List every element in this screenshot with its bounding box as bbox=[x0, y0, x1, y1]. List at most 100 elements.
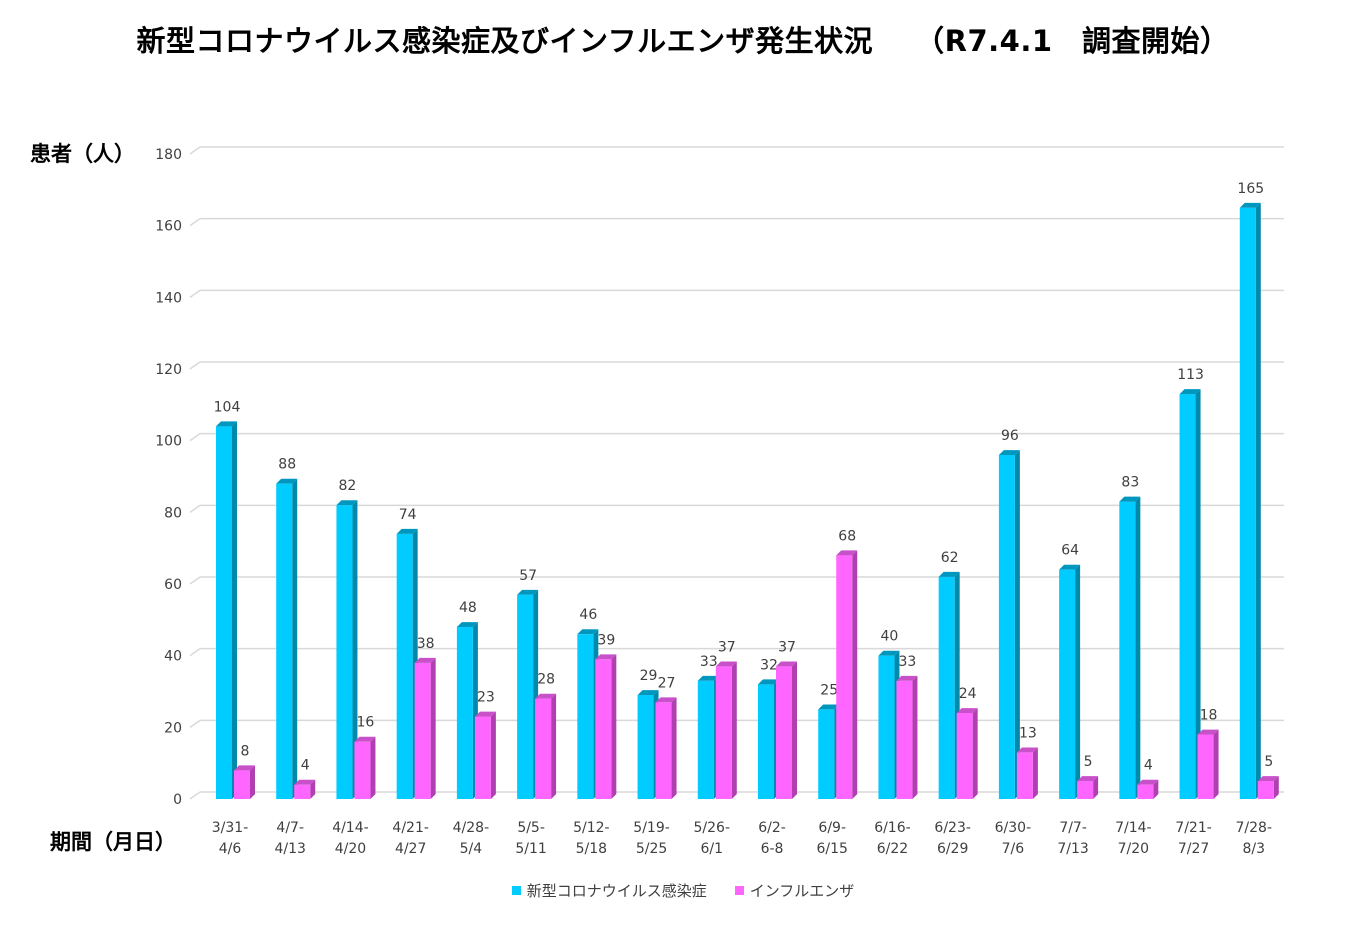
x-tick-label-line2: 4/27 bbox=[395, 841, 426, 857]
y-tick-label: 20 bbox=[164, 720, 182, 736]
bar-covid-front bbox=[216, 426, 232, 799]
bar-covid-value-label: 40 bbox=[881, 629, 899, 645]
bar-covid-front bbox=[456, 627, 473, 799]
bar-covid-front bbox=[517, 594, 534, 799]
bar-flu-side bbox=[852, 550, 858, 799]
y-tick-label: 60 bbox=[164, 577, 182, 593]
gridline-depth bbox=[189, 576, 201, 585]
bar-flu-front bbox=[1197, 734, 1214, 799]
bar-flu-top bbox=[595, 654, 617, 660]
bar-flu-value-label: 16 bbox=[357, 715, 375, 731]
bar-flu-value-label: 38 bbox=[417, 636, 435, 652]
y-axis-title: 患者（人） bbox=[30, 142, 135, 166]
bar-flu-top bbox=[474, 711, 496, 717]
bar-flu-value-label: 23 bbox=[477, 690, 495, 706]
x-tick-label-line2: 4/20 bbox=[335, 841, 366, 857]
bar-covid-value-label: 57 bbox=[519, 568, 537, 584]
bar-covid: 74 bbox=[396, 507, 418, 799]
legend-label: 新型コロナウイルス感染症 bbox=[526, 882, 707, 900]
gridline-depth bbox=[189, 719, 201, 728]
bar-covid-front bbox=[758, 684, 774, 799]
bar-covid: 82 bbox=[336, 478, 358, 799]
x-tick-label-line1: 7/28- bbox=[1236, 820, 1273, 836]
bar-covid-top bbox=[517, 589, 539, 595]
bar-flu-value-label: 68 bbox=[838, 528, 856, 544]
bar-covid: 29 bbox=[637, 668, 659, 799]
bar-covid-top bbox=[938, 571, 960, 577]
bar-covid-top bbox=[396, 528, 418, 534]
gridline-depth bbox=[189, 218, 201, 227]
bar-flu-side bbox=[1032, 747, 1038, 799]
y-tick-label: 40 bbox=[164, 649, 182, 665]
x-tick-label-line2: 5/18 bbox=[576, 841, 607, 857]
legend-label: インフルエンザ bbox=[749, 882, 855, 900]
legend-swatch bbox=[511, 886, 521, 895]
bar-covid-front bbox=[1059, 569, 1076, 799]
y-tick-label: 120 bbox=[155, 362, 182, 378]
bar-flu-top bbox=[1197, 729, 1219, 735]
bar-covid-front bbox=[1179, 394, 1196, 799]
bar-covid-front bbox=[697, 680, 714, 799]
bar-flu-side bbox=[490, 711, 496, 799]
gridline-depth bbox=[189, 648, 201, 657]
x-tick-label-line2: 4/13 bbox=[274, 841, 305, 857]
bar-covid-top bbox=[878, 650, 900, 656]
bar-covid-side bbox=[292, 478, 298, 799]
bar-flu-top bbox=[896, 675, 918, 681]
bar-covid: 104 bbox=[214, 399, 240, 799]
bar-covid-value-label: 25 bbox=[820, 682, 838, 698]
bar-flu-front bbox=[715, 666, 732, 799]
bar-covid: 83 bbox=[1119, 475, 1141, 799]
bar-flu: 18 bbox=[1197, 708, 1219, 799]
bar-flu: 5 bbox=[1257, 754, 1279, 799]
bar-flu-front bbox=[956, 713, 973, 799]
bar-flu-top bbox=[354, 736, 376, 742]
bar-covid-top bbox=[216, 421, 237, 427]
bar-covid-value-label: 74 bbox=[399, 507, 417, 523]
x-tick-label-line1: 5/12- bbox=[573, 820, 610, 836]
x-tick-label-line1: 6/30- bbox=[995, 820, 1032, 836]
bar-covid-top bbox=[998, 450, 1020, 455]
bar-flu-value-label: 27 bbox=[658, 675, 676, 691]
legend: 新型コロナウイルス感染症 インフルエンザ bbox=[0, 880, 1366, 901]
bar-covid-top bbox=[697, 675, 719, 681]
bar-covid-top bbox=[637, 690, 659, 696]
bar-flu: 33 bbox=[896, 654, 918, 799]
bar-flu-side bbox=[250, 765, 255, 799]
bar-flu-front bbox=[1257, 781, 1274, 799]
bar-covid-front bbox=[818, 709, 835, 799]
x-tick-label-line2: 7/13 bbox=[1057, 841, 1088, 857]
bar-flu-value-label: 5 bbox=[1084, 754, 1093, 770]
gridlines: 0 20 40 60 80 100 120 140 160 180 bbox=[155, 146, 1284, 808]
bar-flu-value-label: 5 bbox=[1264, 754, 1273, 770]
bar-flu-value-label: 39 bbox=[597, 632, 615, 648]
x-tick-label-line1: 5/5- bbox=[517, 820, 545, 836]
bar-flu-value-label: 37 bbox=[778, 639, 796, 655]
bar-flu-side bbox=[370, 736, 376, 799]
x-tick-label-line1: 4/21- bbox=[392, 820, 429, 836]
bar-covid: 165 bbox=[1237, 181, 1264, 800]
bar-covid-value-label: 46 bbox=[579, 607, 597, 623]
gridline-depth bbox=[189, 433, 201, 442]
bar-flu-side bbox=[731, 661, 737, 799]
bar-flu-side bbox=[551, 693, 557, 799]
bar-covid-top bbox=[758, 679, 779, 685]
bar-flu-top bbox=[655, 697, 677, 703]
bar-flu: 38 bbox=[414, 636, 436, 799]
bar-covid-value-label: 48 bbox=[459, 600, 477, 616]
bar-flu-value-label: 4 bbox=[1144, 758, 1153, 774]
bar-covid-value-label: 83 bbox=[1121, 475, 1139, 491]
bar-covid: 40 bbox=[878, 629, 900, 799]
bar-flu-top bbox=[715, 661, 737, 667]
bar-covid-top bbox=[336, 500, 358, 506]
legend-swatch bbox=[734, 886, 744, 895]
x-tick-label-line2: 4/6 bbox=[219, 841, 242, 857]
bar-covid-value-label: 88 bbox=[278, 457, 296, 473]
bar-covid: 64 bbox=[1059, 543, 1081, 799]
bar-covid: 57 bbox=[517, 568, 539, 799]
bar-flu-top bbox=[956, 708, 978, 713]
bar-flu-top bbox=[1257, 776, 1279, 782]
bar-flu-front bbox=[896, 680, 913, 799]
bar-flu: 13 bbox=[1016, 725, 1038, 799]
bar-flu-top bbox=[776, 661, 797, 667]
